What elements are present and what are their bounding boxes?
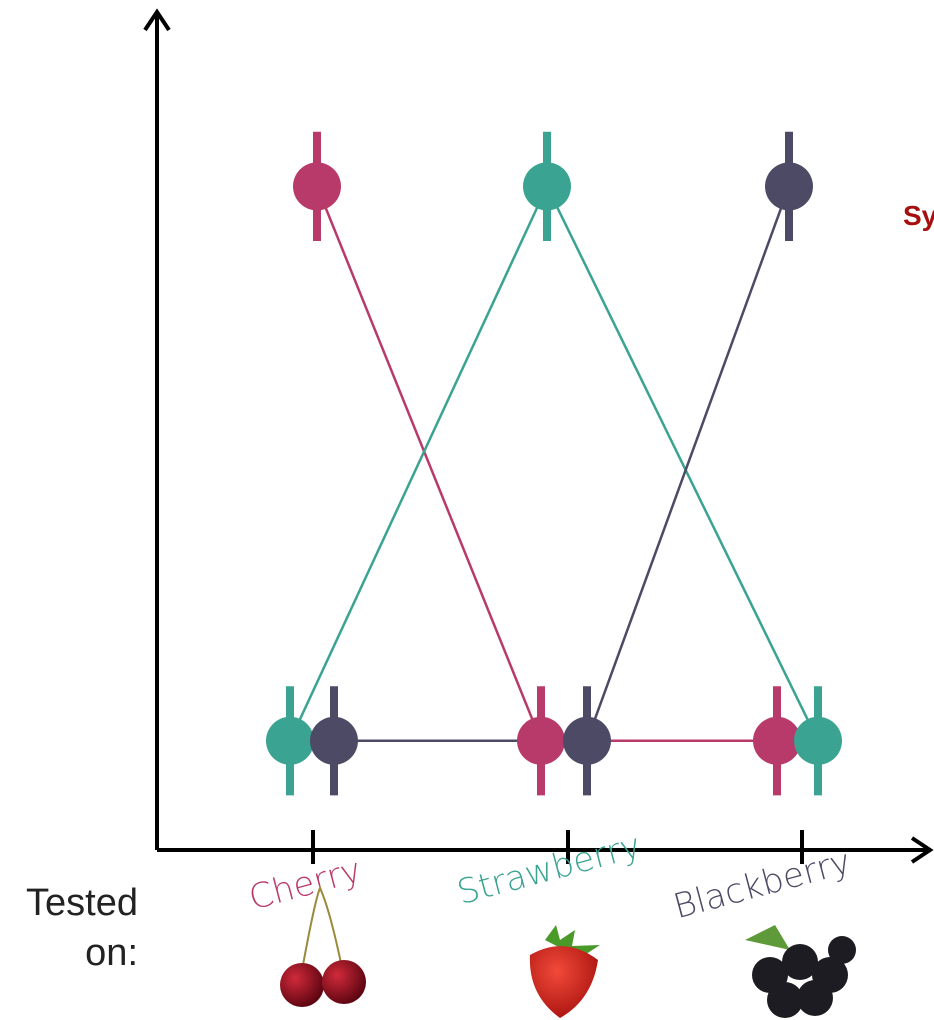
point [794,716,842,765]
point [563,716,611,765]
x-tick-label: Blackberry [669,842,855,928]
x-tick-label: Strawberry [453,826,645,913]
point [753,716,801,765]
series-line [334,185,791,743]
fruit-icons [280,885,856,1018]
point [293,162,341,211]
point [517,716,565,765]
point [765,162,813,211]
point [310,716,358,765]
series-line [288,183,820,742]
series-line [315,185,777,743]
axes [143,8,934,864]
x-axis-label: Tested on: [26,882,138,974]
point [523,162,571,211]
annotation: Sy [903,200,934,231]
x-tick-label: Cherry [245,850,366,918]
point [266,716,314,765]
